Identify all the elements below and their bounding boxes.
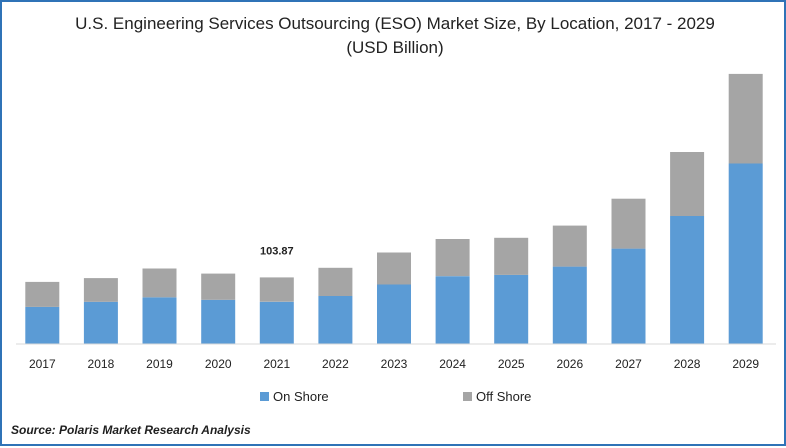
bar-group bbox=[25, 73, 763, 344]
legend-label-on-shore: On Shore bbox=[273, 389, 329, 404]
chart-subtitle: (USD Billion) bbox=[346, 38, 444, 57]
data-label-group: 103.87 bbox=[260, 245, 294, 257]
bar-on-shore-2023 bbox=[377, 284, 411, 344]
bar-on-shore-2019 bbox=[142, 297, 177, 344]
bar-on-shore-2025 bbox=[494, 274, 529, 344]
x-tick-label: 2018 bbox=[88, 357, 115, 371]
x-tick-label: 2020 bbox=[205, 357, 232, 371]
bar-off-shore-2017 bbox=[25, 281, 60, 307]
bar-off-shore-2021 bbox=[259, 277, 294, 302]
chart-title: U.S. Engineering Services Outsourcing (E… bbox=[75, 14, 715, 33]
bar-on-shore-2024 bbox=[435, 276, 470, 344]
x-tick-label: 2029 bbox=[732, 357, 759, 371]
bar-on-shore-2020 bbox=[201, 299, 236, 344]
bar-off-shore-2029 bbox=[728, 73, 763, 164]
x-tick-label: 2017 bbox=[29, 357, 56, 371]
legend-swatch-on-shore bbox=[260, 392, 269, 401]
bar-off-shore-2023 bbox=[377, 252, 411, 285]
x-tick-label: 2025 bbox=[498, 357, 525, 371]
x-tick-label: 2028 bbox=[674, 357, 701, 371]
x-axis-tick-labels: 2017 2018 2019 2020 2021 2022 2023 2024 2025 2026… bbox=[29, 357, 759, 371]
bar-off-shore-2024 bbox=[435, 239, 470, 277]
x-tick-label: 2026 bbox=[556, 357, 583, 371]
x-tick-label: 2024 bbox=[439, 357, 466, 371]
x-tick-label: 2023 bbox=[381, 357, 408, 371]
x-tick-label: 2022 bbox=[322, 357, 349, 371]
data-label-2021: 103.87 bbox=[260, 245, 294, 257]
bar-off-shore-2028 bbox=[670, 152, 705, 216]
bar-off-shore-2025 bbox=[494, 237, 529, 275]
legend-item-on-shore: On Shore bbox=[260, 389, 329, 404]
bar-on-shore-2021 bbox=[259, 301, 294, 344]
bar-on-shore-2028 bbox=[670, 216, 705, 344]
bar-off-shore-2027 bbox=[611, 198, 646, 249]
bar-off-shore-2020 bbox=[201, 273, 236, 300]
bar-on-shore-2017 bbox=[25, 306, 60, 344]
x-tick-label: 2021 bbox=[263, 357, 290, 371]
x-tick-label: 2027 bbox=[615, 357, 642, 371]
bar-on-shore-2018 bbox=[83, 301, 118, 344]
source-note: Source: Polaris Market Research Analysis bbox=[11, 423, 251, 437]
bar-off-shore-2018 bbox=[83, 278, 118, 302]
bar-on-shore-2022 bbox=[318, 296, 353, 344]
bar-on-shore-2027 bbox=[611, 248, 646, 344]
bar-off-shore-2019 bbox=[142, 268, 177, 298]
bar-off-shore-2026 bbox=[552, 225, 587, 267]
x-tick-label: 2019 bbox=[146, 357, 173, 371]
legend-item-off-shore: Off Shore bbox=[463, 389, 531, 404]
legend-label-off-shore: Off Shore bbox=[476, 389, 532, 404]
legend-swatch-off-shore bbox=[463, 392, 472, 401]
bar-on-shore-2029 bbox=[728, 163, 763, 344]
bar-on-shore-2026 bbox=[552, 266, 587, 344]
bar-off-shore-2022 bbox=[318, 267, 353, 296]
